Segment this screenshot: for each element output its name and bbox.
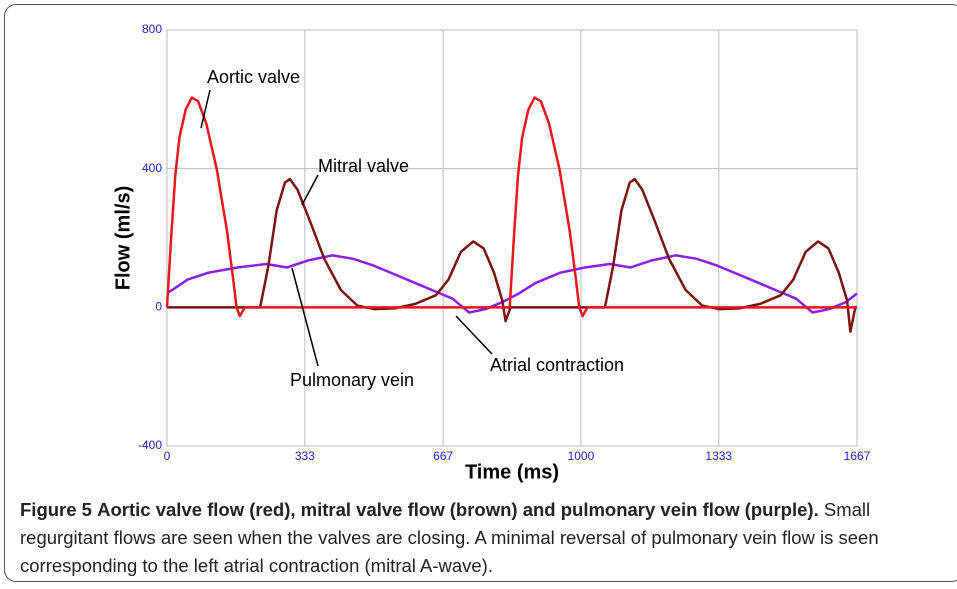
pointer — [455, 315, 493, 355]
y-tick-label: 0 — [155, 300, 162, 314]
grid — [166, 29, 858, 447]
series-line — [165, 96, 857, 318]
annotation: Atrial contraction — [490, 355, 624, 375]
pointer — [200, 89, 211, 129]
plot-area — [166, 29, 858, 447]
caption: Figure 5 Aortic valve flow (red), mitral… — [20, 496, 945, 580]
series-name: Pulmonary vein — [290, 370, 414, 390]
x-tick-label: 333 — [295, 449, 315, 463]
y-tick-label: 400 — [142, 161, 162, 175]
series-line — [167, 177, 857, 333]
x-tick-label: 0 — [164, 449, 171, 463]
caption-text: Small regurgitant flows are seen when th… — [20, 499, 879, 576]
x-tick-label: 667 — [433, 449, 453, 463]
pointer — [301, 174, 319, 206]
x-tick-label: 1333 — [705, 449, 732, 463]
figure-frame — [4, 4, 957, 582]
y-tick-label: 800 — [142, 22, 162, 36]
caption-label: Figure 5 — [20, 499, 92, 520]
x-tick-label: 1000 — [568, 449, 595, 463]
series-line — [166, 254, 858, 314]
y-tick-label: -400 — [138, 438, 162, 452]
x-axis-label: Time (ms) — [465, 461, 559, 483]
y-axis-label: Flow (ml/s) — [112, 186, 134, 290]
annotations: Atrial contraction Pulmonary vein Mitral … — [200, 67, 624, 390]
chart: Time (ms) Flow (ml/s) Atrial contraction… — [112, 22, 871, 483]
x-tick-label: 1667 — [844, 449, 871, 463]
caption-title: Aortic valve flow (red), mitral valve fl… — [97, 499, 819, 520]
series-lines — [165, 96, 858, 333]
series-name: Aortic valve — [207, 67, 300, 87]
series-name: Mitral valve — [318, 156, 409, 176]
pointer — [291, 267, 319, 367]
